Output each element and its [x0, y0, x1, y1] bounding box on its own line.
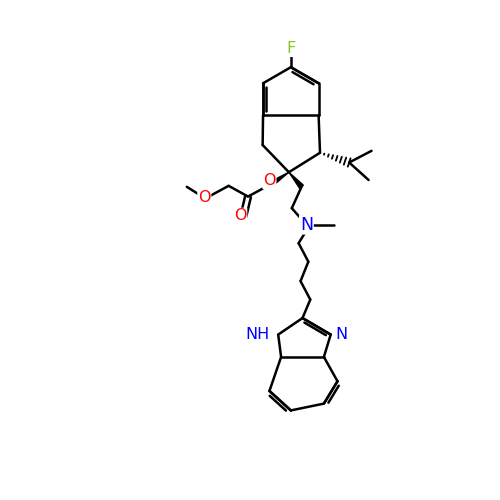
Text: O: O	[234, 208, 246, 224]
Text: NH: NH	[245, 327, 270, 342]
Text: O: O	[198, 190, 210, 205]
Text: N: N	[336, 327, 347, 342]
Text: O: O	[263, 174, 276, 188]
Polygon shape	[270, 172, 289, 186]
Polygon shape	[289, 172, 304, 188]
Text: N: N	[300, 216, 313, 234]
Text: F: F	[286, 41, 296, 56]
